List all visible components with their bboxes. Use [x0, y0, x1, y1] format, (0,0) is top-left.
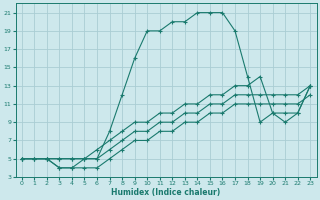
X-axis label: Humidex (Indice chaleur): Humidex (Indice chaleur) — [111, 188, 221, 197]
